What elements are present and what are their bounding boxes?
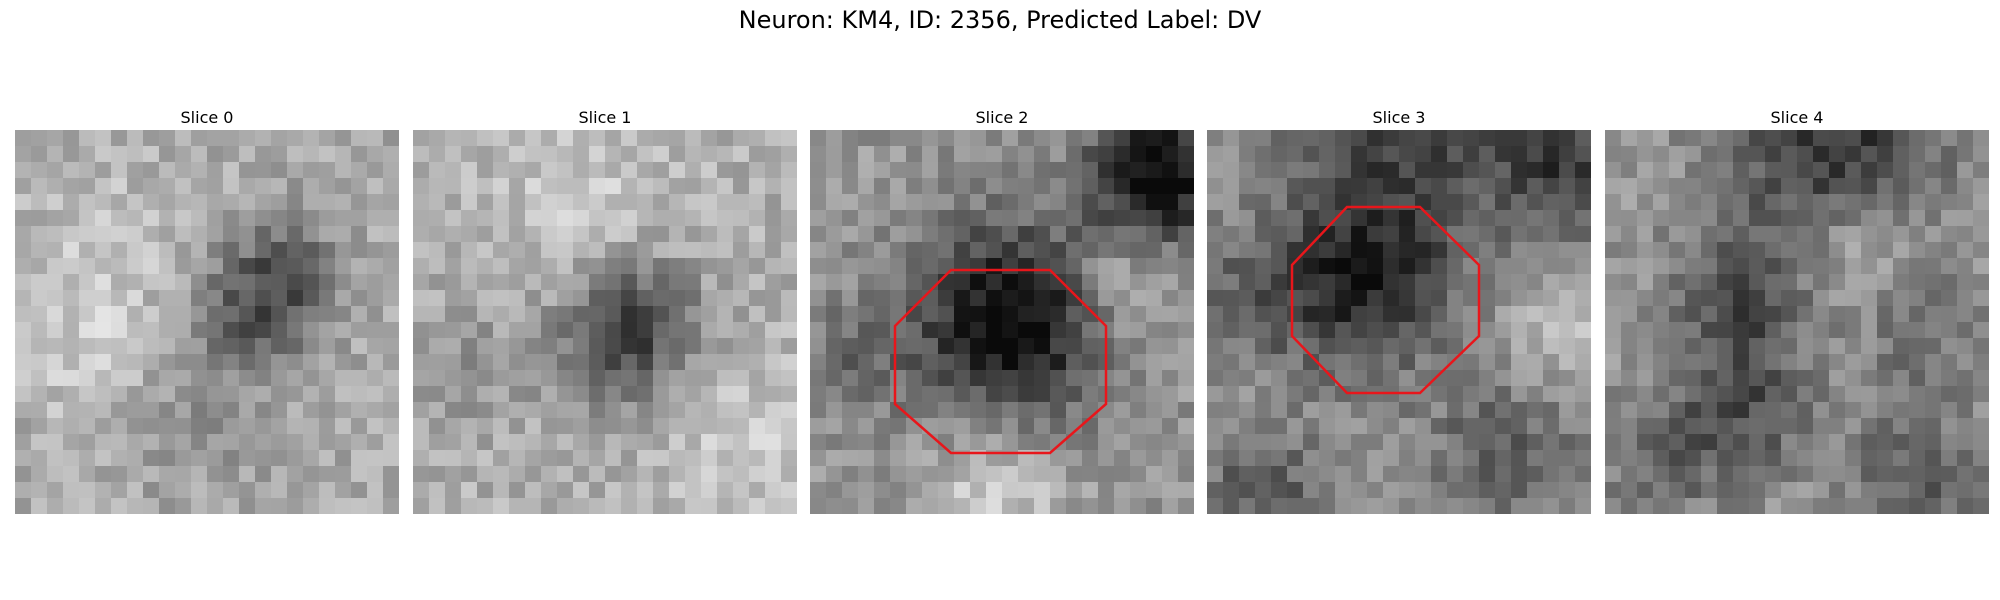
slice-image-4 [1605,130,1989,514]
slice-title-4: Slice 4 [1770,108,1824,127]
slice-image-0 [15,130,399,514]
slice-panel-1: Slice 1 [413,106,797,514]
slice-panel-3: Slice 3 [1207,106,1591,514]
slice-panel-2: Slice 2 [810,106,1194,514]
figure-title: Neuron: KM4, ID: 2356, Predicted Label: … [738,6,1262,34]
slice-image-2 [810,130,1194,514]
slice-title-3: Slice 3 [1372,108,1426,127]
slice-panel-0: Slice 0 [15,106,399,514]
slice-image-1 [413,130,797,514]
slice-image-3 [1207,130,1591,514]
slice-title-1: Slice 1 [578,108,632,127]
slice-panel-4: Slice 4 [1605,106,1989,514]
slice-title-2: Slice 2 [975,108,1029,127]
slice-title-0: Slice 0 [180,108,234,127]
